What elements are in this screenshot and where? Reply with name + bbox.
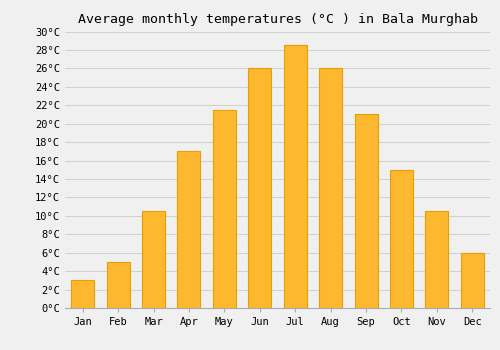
Bar (354, 114, 378, 308)
Bar (213, 110, 236, 308)
Bar (178, 151, 201, 308)
Title: Average monthly temperatures (°C ) in Bala Murghab: Average monthly temperatures (°C ) in Ba… (78, 13, 477, 26)
Bar (142, 211, 165, 308)
Bar (106, 262, 130, 308)
Bar (284, 45, 306, 308)
Bar (71, 280, 94, 308)
Bar (426, 211, 448, 308)
Bar (319, 68, 342, 308)
Bar (461, 253, 484, 308)
Bar (390, 170, 413, 308)
Bar (248, 68, 272, 308)
